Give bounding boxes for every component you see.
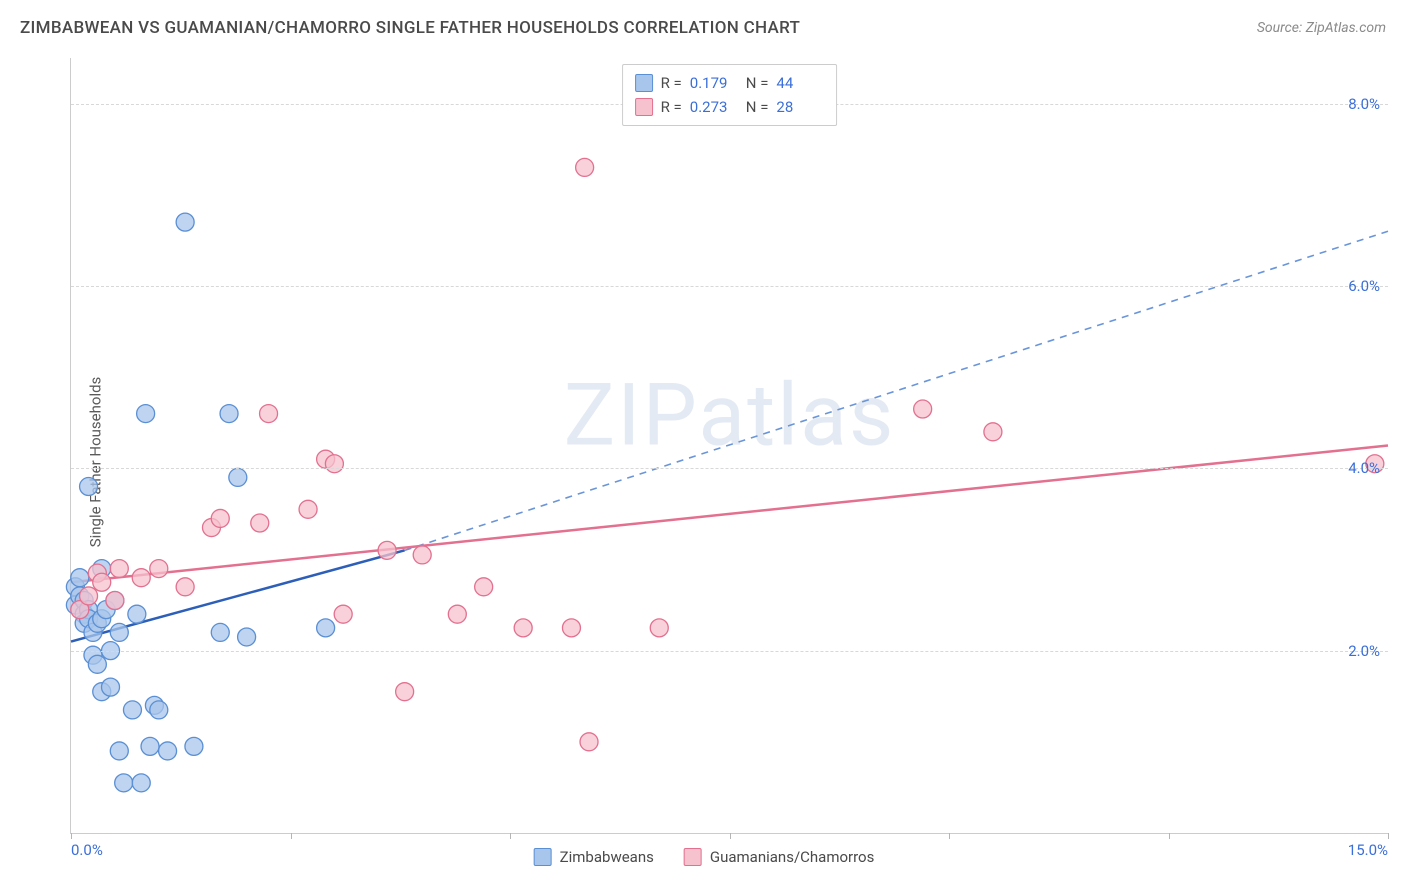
data-point	[514, 619, 532, 637]
data-point	[137, 405, 155, 423]
data-point	[334, 605, 352, 623]
data-point	[984, 423, 1002, 441]
data-point	[141, 737, 159, 755]
legend-label: Guamanians/Chamorros	[710, 848, 874, 866]
y-tick-label: 2.0%	[1348, 642, 1380, 660]
data-point	[132, 774, 150, 792]
gridline	[71, 651, 1388, 652]
data-point	[80, 587, 98, 605]
chart-source: Source: ZipAtlas.com	[1257, 20, 1386, 36]
x-tick-mark	[71, 833, 72, 839]
legend-r-label: R =	[661, 95, 682, 119]
data-point	[176, 213, 194, 231]
x-tick-mark	[730, 833, 731, 839]
data-point	[260, 405, 278, 423]
legend-swatch	[684, 848, 702, 866]
scatter-svg	[71, 58, 1388, 833]
data-point	[576, 158, 594, 176]
data-point	[475, 578, 493, 596]
x-tick-label: 0.0%	[71, 841, 103, 859]
legend-n-value: 28	[776, 95, 824, 119]
x-tick-mark	[949, 833, 950, 839]
data-point	[580, 733, 598, 751]
data-point	[150, 701, 168, 719]
x-tick-mark	[1169, 833, 1170, 839]
data-point	[150, 560, 168, 578]
data-point	[110, 560, 128, 578]
data-point	[159, 742, 177, 760]
chart-container: Single Father Households ZIPatlas R =0.1…	[20, 50, 1388, 874]
gridline	[71, 468, 1388, 469]
data-point	[914, 400, 932, 418]
data-point	[220, 405, 238, 423]
data-point	[110, 623, 128, 641]
data-point	[562, 619, 580, 637]
data-point	[132, 569, 150, 587]
x-tick-mark	[510, 833, 511, 839]
legend-r-label: R =	[661, 71, 682, 95]
regression-line	[71, 446, 1388, 583]
regression-line-dashed	[405, 231, 1388, 550]
legend-swatch	[635, 74, 653, 92]
data-point	[396, 683, 414, 701]
data-point	[185, 737, 203, 755]
data-point	[238, 628, 256, 646]
data-point	[299, 500, 317, 518]
legend-n-label: N =	[746, 95, 769, 119]
x-tick-mark	[1388, 833, 1389, 839]
data-point	[88, 655, 106, 673]
legend-swatch	[534, 848, 552, 866]
gridline	[71, 286, 1388, 287]
data-point	[251, 514, 269, 532]
legend-r-value: 0.273	[690, 95, 738, 119]
data-point	[211, 509, 229, 527]
legend-r-value: 0.179	[690, 71, 738, 95]
data-point	[106, 592, 124, 610]
data-point	[325, 455, 343, 473]
data-point	[211, 623, 229, 641]
data-point	[128, 605, 146, 623]
data-point	[102, 678, 120, 696]
data-point	[93, 573, 111, 591]
chart-title: ZIMBABWEAN VS GUAMANIAN/CHAMORRO SINGLE …	[20, 18, 800, 38]
legend-label: Zimbabweans	[560, 848, 654, 866]
data-point	[71, 569, 89, 587]
legend-item: Guamanians/Chamorros	[684, 848, 874, 866]
legend-series: Zimbabweans Guamanians/Chamorros	[534, 848, 875, 866]
chart-header: ZIMBABWEAN VS GUAMANIAN/CHAMORRO SINGLE …	[20, 18, 1386, 38]
data-point	[229, 468, 247, 486]
data-point	[123, 701, 141, 719]
data-point	[378, 541, 396, 559]
x-tick-mark	[291, 833, 292, 839]
plot-area: ZIPatlas R =0.179N =44R =0.273N =28 2.0%…	[70, 58, 1388, 834]
legend-n-value: 44	[776, 71, 824, 95]
legend-n-label: N =	[746, 71, 769, 95]
data-point	[115, 774, 133, 792]
x-tick-label: 15.0%	[1348, 841, 1388, 859]
data-point	[176, 578, 194, 596]
legend-row: R = 0.179 N = 44	[635, 71, 825, 95]
data-point	[413, 546, 431, 564]
legend-item: Zimbabweans	[534, 848, 654, 866]
legend-row: R = 0.273 N = 28	[635, 95, 825, 119]
legend-correlation: R = 0.179 N = 44 R = 0.273 N = 28	[622, 64, 838, 126]
y-tick-label: 6.0%	[1348, 277, 1380, 295]
data-point	[448, 605, 466, 623]
legend-swatch	[635, 98, 653, 116]
data-point	[650, 619, 668, 637]
data-point	[317, 619, 335, 637]
y-tick-label: 8.0%	[1348, 95, 1380, 113]
data-point	[110, 742, 128, 760]
data-point	[80, 478, 98, 496]
y-tick-label: 4.0%	[1348, 459, 1380, 477]
